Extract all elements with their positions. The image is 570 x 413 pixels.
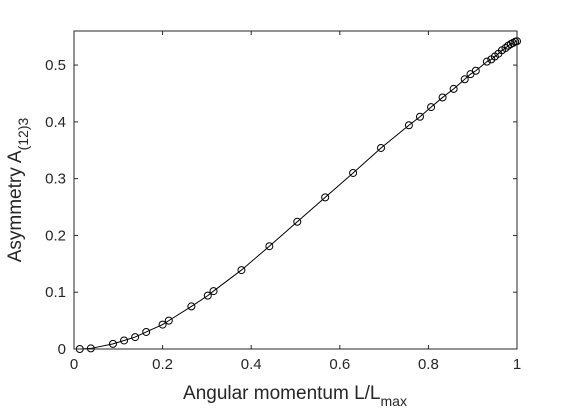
data-point-marker (120, 336, 129, 345)
data-point-marker (321, 193, 330, 202)
data-point-marker (449, 84, 458, 93)
y-tick-label: 0.5 (45, 57, 66, 74)
y-tick-label: 0 (58, 341, 66, 358)
x-axis-label: Angular momentum L/Lmax (183, 383, 407, 409)
data-point-marker (265, 242, 274, 251)
data-point-marker (209, 287, 218, 296)
data-point-marker (404, 121, 413, 130)
data-point-marker (164, 316, 173, 325)
axes-box (73, 30, 518, 350)
x-tick-label: 0.2 (152, 356, 173, 373)
data-point-marker (427, 103, 436, 112)
data-point-marker (349, 168, 358, 177)
x-tick-label: 0.6 (329, 356, 350, 373)
y-axis-label: Asymmetry A(12)3 (5, 117, 31, 262)
series-markers (75, 37, 521, 353)
x-tick-label: 0 (70, 356, 78, 373)
data-point-marker (187, 302, 196, 311)
data-point-marker (482, 57, 491, 66)
plot-area (74, 31, 517, 349)
data-point-marker (142, 327, 151, 336)
data-point-marker (460, 75, 469, 84)
data-point-marker (438, 93, 447, 102)
x-axis-ticks: 0 0.2 0.4 0.6 0.8 1 (70, 31, 521, 373)
data-point-marker (501, 44, 510, 53)
data-point-marker (158, 320, 167, 329)
data-point-marker (377, 143, 385, 152)
y-tick-label: 0.3 (45, 171, 66, 188)
data-point-marker (293, 217, 302, 226)
y-axis-ticks: 0 0.1 0.2 0.3 0.4 0.5 (45, 57, 517, 358)
series-line (74, 40, 518, 350)
y-tick-label: 0.4 (45, 114, 66, 131)
data-point-marker (86, 344, 95, 353)
data-point-marker (471, 66, 480, 75)
data-point-marker (203, 291, 212, 300)
data-point-marker (415, 112, 424, 121)
data-point-marker (237, 266, 246, 275)
y-tick-label: 0.2 (45, 227, 66, 244)
x-tick-label: 1 (513, 356, 521, 373)
y-tick-label: 0.1 (45, 284, 66, 301)
x-tick-label: 0.4 (241, 356, 262, 373)
data-point-marker (108, 339, 117, 348)
data-point-marker (131, 333, 140, 342)
x-tick-label: 0.8 (418, 356, 439, 373)
